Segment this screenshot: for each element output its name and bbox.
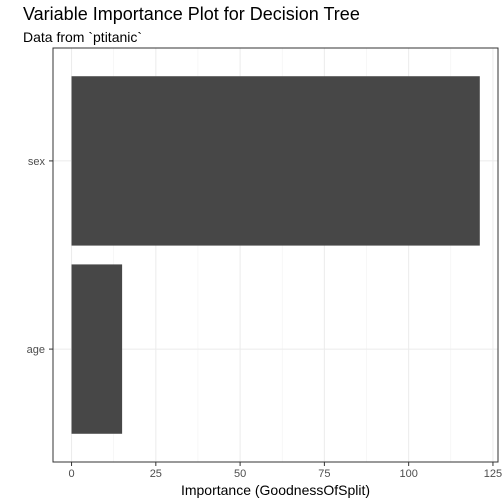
x-tick-label: 25 (150, 468, 162, 480)
bar-age (71, 264, 123, 434)
chart-subtitle: Data from `ptitanic` (23, 29, 143, 45)
x-tick-label: 0 (68, 468, 74, 480)
y-tick-label-sex: sex (28, 156, 46, 168)
x-tick-label: 100 (399, 468, 417, 480)
axis-layer: 0 25 50 75 100 125 sex age (27, 156, 502, 480)
bars-layer (71, 76, 480, 434)
x-axis-title: Importance (GoodnessOfSplit) (181, 482, 370, 498)
y-tick-label-age: age (27, 344, 45, 356)
chart-title: Variable Importance Plot for Decision Tr… (23, 4, 360, 24)
x-tick-label: 50 (234, 468, 246, 480)
x-tick-label: 125 (484, 468, 502, 480)
bar-sex (71, 76, 480, 246)
panel-border (52, 47, 499, 463)
x-tick-label: 75 (318, 468, 330, 480)
